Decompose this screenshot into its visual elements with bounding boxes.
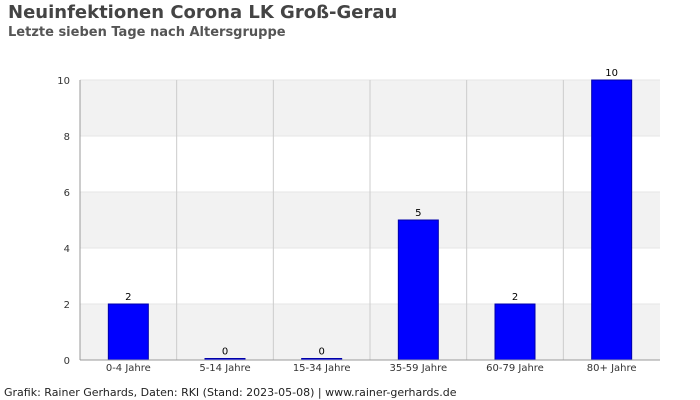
bar-5 [591,79,633,361]
data-label-3: 5 [415,208,421,219]
y-tick-label: 0 [64,356,70,367]
x-tick-labels: 0-4 Jahre 5-14 Jahre 15-34 Jahre 35-59 Jahr… [106,363,637,374]
y-tick-labels: 0 2 4 6 8 10 [57,76,70,367]
data-labels: 2 0 0 5 2 10 [125,68,618,358]
bar-4 [494,303,536,361]
data-label-5: 10 [605,68,618,79]
chart-subtitle: Letzte sieben Tage nach Altersgruppe [8,25,286,40]
x-tick-label-1: 5-14 Jahre [199,363,250,374]
x-tick-label-0: 0-4 Jahre [106,363,151,374]
source-footer: Grafik: Rainer Gerhards, Daten: RKI (Sta… [4,386,457,399]
data-label-0: 2 [125,292,131,303]
chart-title: Neuinfektionen Corona LK Groß-Gerau [8,2,398,23]
x-tick-label-5: 80+ Jahre [587,363,637,374]
x-tick-label-3: 35-59 Jahre [389,363,447,374]
axes [79,80,660,361]
x-tick-label-4: 60-79 Jahre [486,363,544,374]
bar-0 [107,303,149,361]
data-label-2: 0 [318,347,324,358]
data-label-1: 0 [222,347,228,358]
y-tick-label: 4 [64,244,70,255]
bar-3 [397,219,439,361]
vertical-gridlines [176,80,564,360]
bars [107,79,633,361]
data-label-4: 2 [512,292,518,303]
y-tick-label: 2 [64,300,70,311]
y-tick-label: 6 [64,188,70,199]
x-tick-label-2: 15-34 Jahre [293,363,351,374]
y-tick-label: 8 [64,132,70,143]
y-tick-label: 10 [57,76,70,87]
